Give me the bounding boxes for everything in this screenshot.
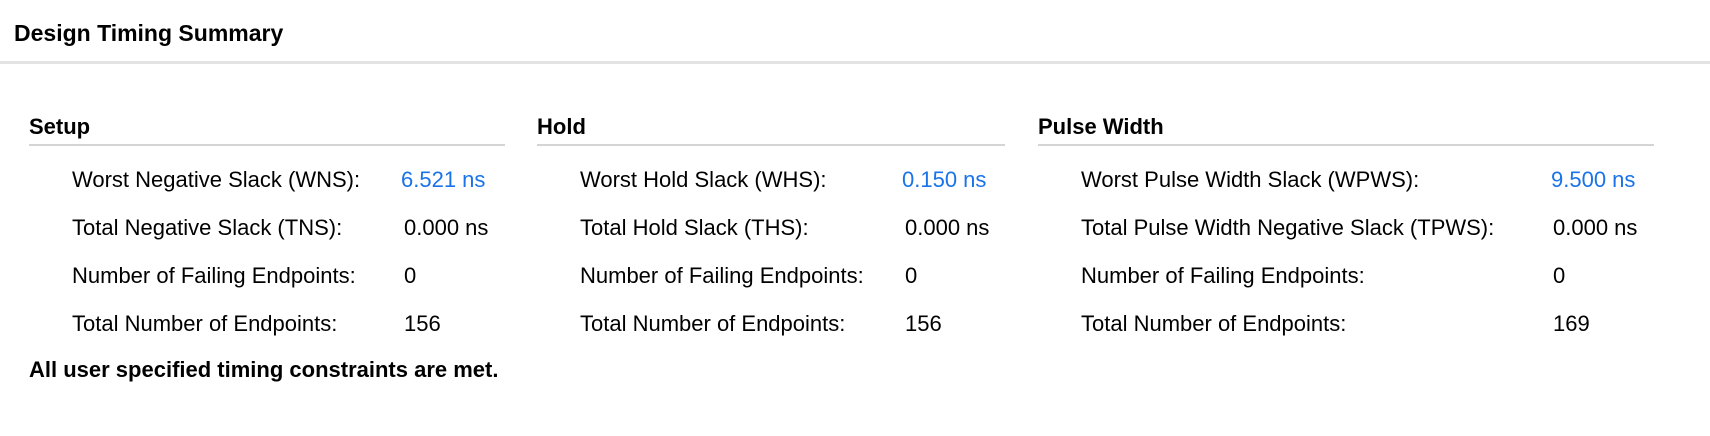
setup-failing-value: 0 [404, 263, 417, 288]
pulse-failing-label: Number of Failing Endpoints: [1081, 263, 1365, 288]
pulse-total-value: 169 [1553, 311, 1590, 336]
hold-failing-label: Number of Failing Endpoints: [580, 263, 864, 288]
hold-failing-value: 0 [905, 263, 918, 288]
wns-value-link[interactable]: 6.521 ns [401, 167, 486, 192]
setup-failing-label: Number of Failing Endpoints: [72, 263, 356, 288]
pulse-width-title: Pulse Width [1038, 114, 1654, 146]
whs-label: Worst Hold Slack (WHS): [580, 167, 827, 192]
tpws-label: Total Pulse Width Negative Slack (TPWS): [1081, 215, 1495, 240]
hold-total-label: Total Number of Endpoints: [580, 311, 846, 336]
pulse-failing-value: 0 [1553, 263, 1566, 288]
ths-label: Total Hold Slack (THS): [580, 215, 809, 240]
wpws-value-link[interactable]: 9.500 ns [1551, 167, 1636, 192]
hold-total-value: 156 [905, 311, 942, 336]
setup-total-value: 156 [404, 311, 441, 336]
setup-title: Setup [29, 114, 505, 146]
tpws-value: 0.000 ns [1553, 215, 1638, 240]
panel-title: Design Timing Summary [14, 20, 284, 46]
wns-label: Worst Negative Slack (WNS): [72, 167, 361, 192]
tns-label: Total Negative Slack (TNS): [72, 215, 343, 240]
pulse-width-section: Pulse Width [1038, 114, 1654, 146]
wpws-label: Worst Pulse Width Slack (WPWS): [1081, 167, 1420, 192]
setup-total-label: Total Number of Endpoints: [72, 311, 338, 336]
setup-section: Setup [29, 114, 505, 146]
constraints-met-message: All user specified timing constraints ar… [29, 357, 499, 382]
hold-section: Hold [537, 114, 1005, 146]
whs-value-link[interactable]: 0.150 ns [902, 167, 987, 192]
hold-title: Hold [537, 114, 1005, 146]
panel-header: Design Timing Summary [0, 0, 1710, 64]
tns-value: 0.000 ns [404, 215, 489, 240]
ths-value: 0.000 ns [905, 215, 990, 240]
pulse-total-label: Total Number of Endpoints: [1081, 311, 1347, 336]
